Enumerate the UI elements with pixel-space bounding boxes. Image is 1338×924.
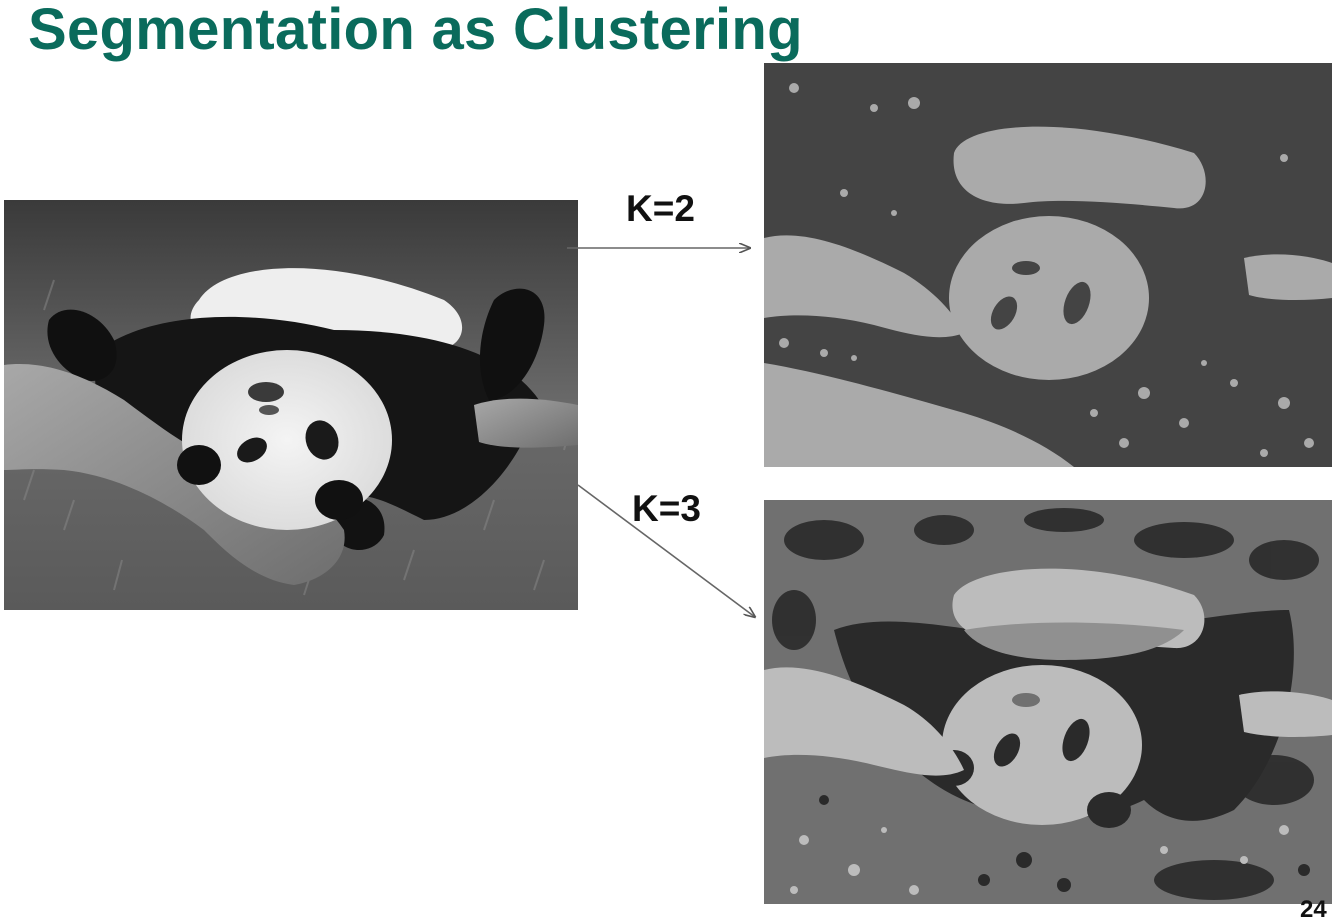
k3-label: K=3 — [632, 488, 701, 529]
original-panda-image — [4, 200, 578, 610]
k3-segmentation-image — [764, 500, 1332, 904]
page-number: 24 — [1300, 896, 1327, 923]
slide-title: Segmentation as Clustering — [28, 0, 803, 62]
k2-label: K=2 — [626, 188, 695, 229]
k2-segmentation-image — [764, 63, 1332, 467]
